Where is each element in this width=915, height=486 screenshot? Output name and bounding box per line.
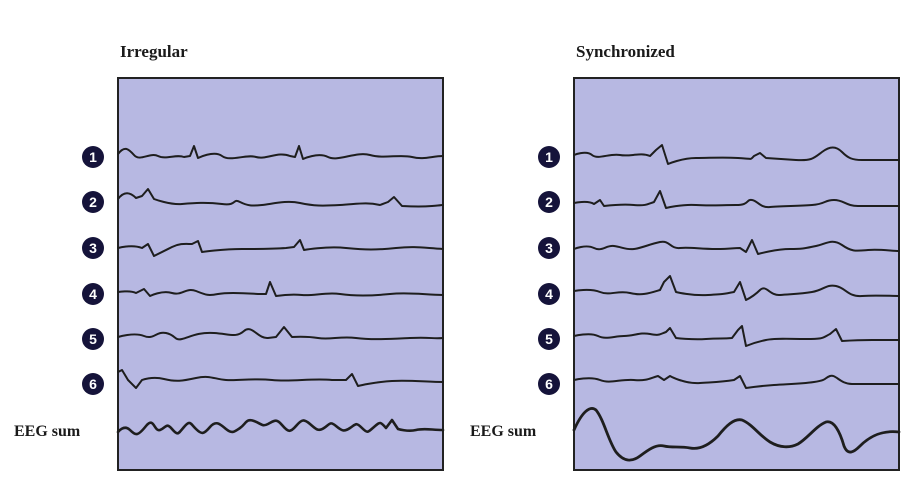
synchronized-plot-area [573, 77, 900, 471]
irregular-channel-badges: 1 2 3 4 5 6 [82, 146, 104, 395]
irregular-badge-1: 1 [82, 146, 104, 168]
irregular-panel: Irregular 1 2 3 4 5 [14, 42, 445, 471]
irregular-traces [116, 145, 445, 436]
synchronized-badge-3: 3 [538, 237, 560, 259]
synchronized-sum-label: EEG sum [470, 423, 537, 440]
irregular-badge-5: 5 [82, 328, 104, 350]
synchronized-trace-1 [573, 144, 900, 165]
irregular-trace-4 [117, 281, 444, 297]
svg-text:3: 3 [545, 240, 553, 256]
synchronized-traces [572, 144, 901, 462]
irregular-sum-label: EEG sum [14, 423, 81, 440]
synchronized-sum-trace [572, 407, 901, 462]
synchronized-badge-2: 2 [538, 191, 560, 213]
irregular-trace-1 [117, 145, 444, 160]
irregular-sum-trace [116, 418, 445, 436]
irregular-badge-3: 3 [82, 237, 104, 259]
synchronized-badge-4: 4 [538, 283, 560, 305]
synchronized-trace-3 [573, 239, 900, 255]
svg-text:1: 1 [545, 149, 553, 165]
svg-text:5: 5 [545, 331, 553, 347]
synchronized-trace-6 [573, 374, 900, 389]
svg-text:4: 4 [89, 286, 97, 302]
synchronized-badge-6: 6 [538, 373, 560, 395]
svg-text:2: 2 [89, 194, 97, 210]
irregular-trace-5 [117, 326, 444, 341]
svg-text:6: 6 [89, 376, 97, 392]
svg-text:5: 5 [89, 331, 97, 347]
synchronized-title: Synchronized [576, 42, 675, 61]
irregular-trace-3 [117, 239, 444, 257]
irregular-trace-2 [117, 188, 444, 208]
irregular-badge-6: 6 [82, 373, 104, 395]
svg-text:6: 6 [545, 376, 553, 392]
irregular-title: Irregular [120, 42, 188, 61]
synchronized-badge-5: 5 [538, 328, 560, 350]
synchronized-trace-2 [573, 190, 900, 209]
svg-text:2: 2 [545, 194, 553, 210]
svg-text:1: 1 [89, 149, 97, 165]
irregular-badge-2: 2 [82, 191, 104, 213]
synchronized-badge-1: 1 [538, 146, 560, 168]
synchronized-panel: Synchronized 1 2 3 4 5 [470, 42, 901, 471]
irregular-badge-4: 4 [82, 283, 104, 305]
irregular-plot-area [117, 77, 444, 471]
svg-text:3: 3 [89, 240, 97, 256]
synchronized-channel-badges: 1 2 3 4 5 6 [538, 146, 560, 395]
synchronized-trace-5 [573, 325, 900, 347]
svg-text:4: 4 [545, 286, 553, 302]
synchronized-trace-4 [573, 275, 900, 301]
irregular-trace-6 [117, 369, 444, 389]
